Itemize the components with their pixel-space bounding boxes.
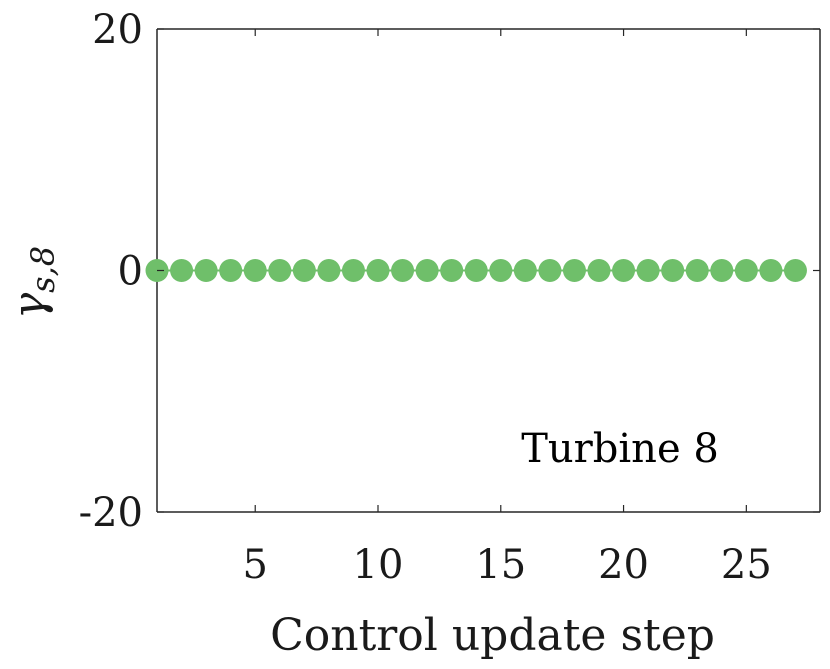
data-point — [661, 259, 685, 282]
data-point — [317, 259, 341, 282]
data-point — [219, 259, 243, 282]
turbine-annotation: Turbine 8 — [521, 426, 719, 472]
x-axis-label: Control update step — [270, 610, 715, 661]
x-tick-label: 5 — [242, 542, 267, 588]
y-tick-label: 0 — [118, 249, 143, 295]
data-point — [783, 259, 807, 282]
data-point — [734, 259, 758, 282]
data-point — [759, 259, 783, 282]
data-point — [391, 259, 415, 282]
data-point — [636, 259, 660, 282]
y-axis-label-main: γ — [4, 292, 55, 319]
data-point — [464, 259, 488, 282]
data-point — [194, 259, 218, 282]
data-point — [415, 259, 439, 282]
x-tick-label: 10 — [353, 542, 404, 588]
data-point — [243, 259, 267, 282]
data-point — [562, 259, 586, 282]
data-point — [292, 259, 316, 282]
data-point — [587, 259, 611, 282]
data-point — [268, 259, 292, 282]
data-point — [440, 259, 464, 282]
data-point — [170, 259, 194, 282]
y-axis-label-subscript: s,8 — [24, 246, 62, 293]
y-axis-label: γs,8 — [4, 246, 62, 319]
x-tick-label: 20 — [598, 542, 649, 588]
x-ticks: 5 10 15 20 25 — [242, 29, 772, 588]
x-tick-label: 15 — [475, 542, 526, 588]
data-point — [341, 259, 365, 282]
y-tick-label: 20 — [92, 7, 143, 53]
data-point — [710, 259, 734, 282]
data-point — [366, 259, 390, 282]
x-tick-label: 25 — [721, 542, 772, 588]
data-point — [612, 259, 636, 282]
series-layer — [145, 259, 807, 282]
y-ticks: -20 0 20 — [79, 7, 820, 536]
y-tick-label: -20 — [79, 490, 143, 536]
data-point — [538, 259, 562, 282]
data-point — [489, 259, 513, 282]
data-point — [685, 259, 709, 282]
data-point — [513, 259, 537, 282]
